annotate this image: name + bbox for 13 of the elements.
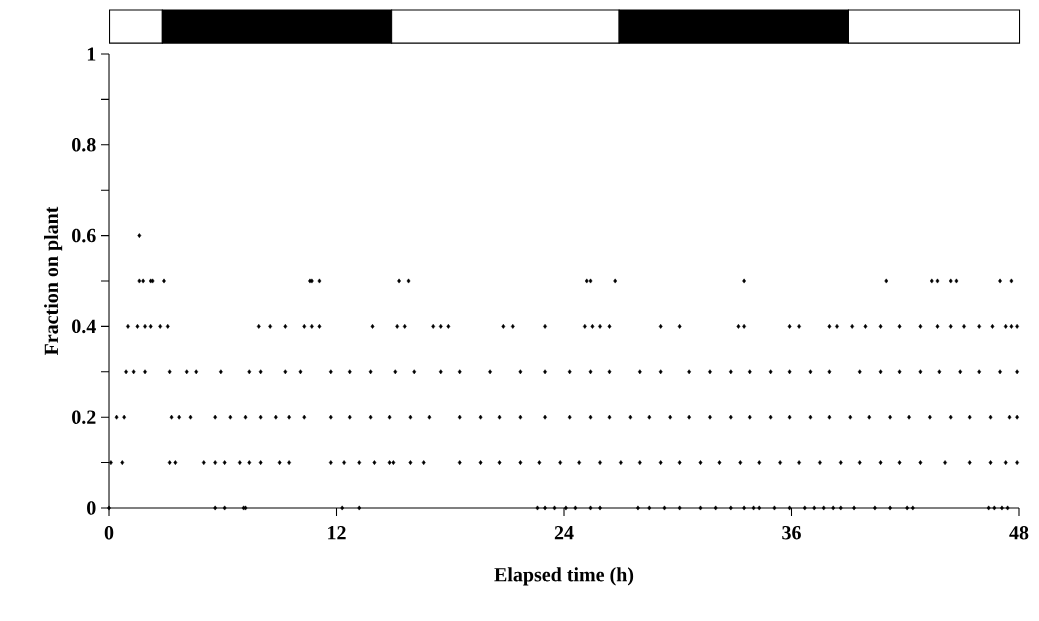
x-tick-label: 36 bbox=[782, 526, 801, 540]
y-tick-label: 0.8 bbox=[72, 138, 96, 152]
x-tick-label: 0 bbox=[104, 526, 114, 540]
x-tick-label: 24 bbox=[554, 526, 574, 540]
y-tick-label: 0.2 bbox=[72, 410, 96, 424]
y-tick-label: 1 bbox=[87, 47, 96, 61]
x-tick-label: 48 bbox=[1009, 526, 1029, 540]
y-tick-label: 0.6 bbox=[72, 228, 96, 243]
x-tick-label: 12 bbox=[328, 526, 346, 540]
y-tick-label: 0.4 bbox=[72, 319, 96, 334]
y-axis-title: Fraction on plant bbox=[44, 206, 63, 356]
x-axis-title: Elapsed time (h) bbox=[494, 567, 634, 586]
y-tick-label: 0 bbox=[87, 501, 96, 515]
